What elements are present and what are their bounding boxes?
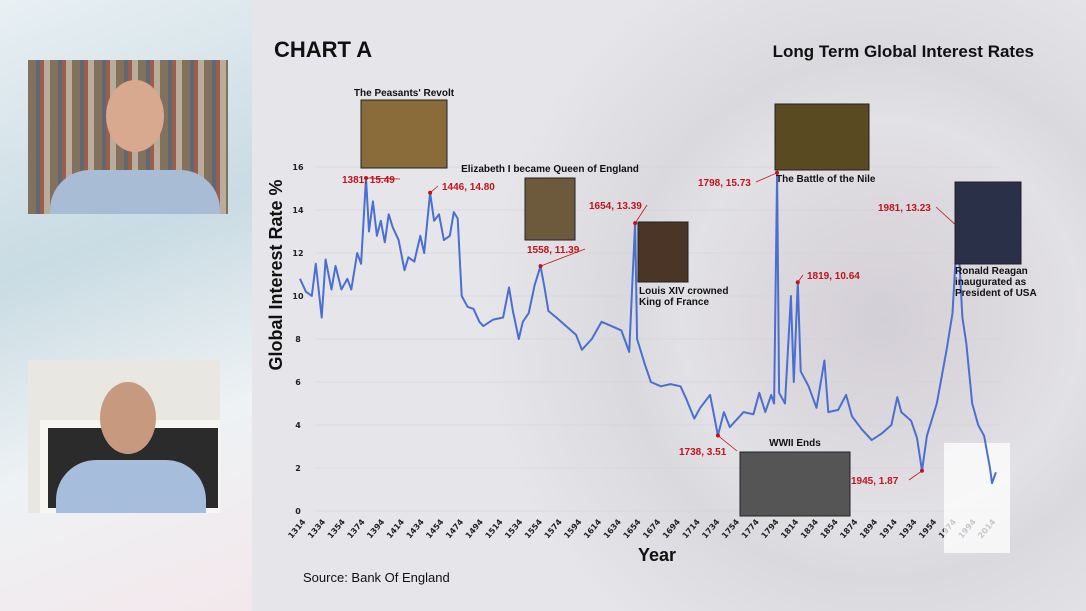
- annotation-label: 1381, 15.49: [342, 175, 395, 186]
- y-tick-label: 2: [295, 464, 301, 473]
- x-tick-label: 1494: [464, 517, 485, 540]
- annotation-label: 1558, 11.39: [527, 245, 580, 256]
- x-tick-label: 1674: [641, 517, 662, 540]
- x-tick-label: 1374: [345, 517, 366, 540]
- y-tick-label: 0: [295, 507, 301, 516]
- annotation-arrow: [717, 435, 738, 452]
- peasants-revolt-image: [360, 99, 448, 169]
- annotation-arrow: [634, 204, 648, 224]
- annotation-arrow: [935, 206, 958, 227]
- x-tick-label: 1434: [405, 517, 426, 540]
- person-head: [100, 382, 156, 454]
- ronald-reagan-image: [954, 181, 1022, 265]
- annotation-arrow: [540, 248, 586, 267]
- chart-title: Long Term Global Interest Rates: [773, 42, 1034, 61]
- highlight-box: [944, 443, 1010, 553]
- annotation-arrow: [429, 185, 439, 194]
- annotation-label: 1945, 1.87: [851, 476, 899, 487]
- video-panel: [0, 0, 252, 611]
- person-body: [56, 460, 206, 513]
- x-tick-label: 1414: [385, 517, 406, 540]
- elizabeth-i-image: [524, 177, 576, 241]
- wwii-ends-image: [739, 451, 851, 517]
- y-tick-label: 16: [292, 163, 304, 172]
- x-tick-label: 1754: [720, 517, 741, 540]
- source-note: Source: Bank Of England: [303, 570, 450, 585]
- x-axis-label: Year: [638, 545, 676, 565]
- x-tick-label: 1894: [858, 517, 879, 540]
- annotation-label: 1798, 15.73: [698, 178, 751, 189]
- annotation-arrow: [908, 470, 923, 481]
- y-tick-label: 12: [292, 249, 303, 258]
- x-tick-label: 1554: [523, 517, 544, 540]
- x-tick-label: 1594: [562, 517, 583, 540]
- x-tick-label: 1854: [819, 517, 840, 540]
- x-tick-label: 1454: [424, 517, 445, 540]
- annotation-label: 1819, 10.64: [807, 271, 860, 282]
- person-head: [106, 80, 164, 152]
- x-tick-label: 1354: [326, 517, 347, 540]
- x-tick-label: 1514: [483, 517, 504, 540]
- x-tick-label: 1714: [681, 517, 702, 540]
- x-tick-label: 1914: [878, 517, 899, 540]
- annotation-arrow: [366, 177, 401, 180]
- peasants-revolt-caption: The Peasants' Revolt: [354, 88, 455, 99]
- annotation-label: 1738, 3.51: [679, 447, 727, 458]
- y-tick-label: 4: [295, 421, 301, 430]
- x-tick-label: 1734: [700, 517, 721, 540]
- x-tick-label: 1394: [365, 517, 386, 540]
- webcam-feed-presenter-1: [28, 60, 228, 214]
- ronald-reagan-caption: Ronald Reagan inaugurated as President of …: [955, 266, 1037, 299]
- y-tick-label: 8: [295, 335, 301, 344]
- louis-xiv-caption: Louis XIV crowned King of France: [639, 286, 728, 308]
- x-tick-label: 1934: [897, 517, 918, 540]
- x-tick-label: 1534: [503, 517, 524, 540]
- y-tick-label: 6: [295, 378, 301, 387]
- x-tick-label: 1774: [740, 517, 761, 540]
- x-tick-label: 1874: [838, 517, 859, 540]
- wwii-ends-caption: WWII Ends: [769, 438, 821, 449]
- battle-of-the-nile-caption: The Battle of the Nile: [776, 174, 876, 185]
- annotation-arrow: [797, 274, 804, 283]
- chart-label: CHART A: [274, 37, 372, 62]
- x-tick-label: 1834: [799, 517, 820, 540]
- person-body: [50, 170, 220, 214]
- annotation-label: 1981, 13.23: [878, 203, 931, 214]
- x-tick-label: 1314: [286, 517, 307, 540]
- x-tick-label: 1474: [444, 517, 465, 540]
- y-tick-label: 10: [292, 292, 304, 301]
- x-tick-label: 1634: [602, 517, 623, 540]
- x-tick-label: 1794: [759, 517, 780, 540]
- x-tick-label: 1654: [621, 517, 642, 540]
- webcam-feed-presenter-2: [28, 360, 220, 513]
- y-tick-label: 14: [292, 206, 304, 215]
- x-tick-label: 1614: [582, 517, 603, 540]
- x-tick-label: 1694: [661, 517, 682, 540]
- x-tick-label: 1814: [779, 517, 800, 540]
- louis-xiv-image: [637, 221, 689, 283]
- annotation-label: 1446, 14.80: [442, 182, 495, 193]
- x-tick-label: 1574: [543, 517, 564, 540]
- annotation-label: 1654, 13.39: [589, 201, 642, 212]
- x-tick-label: 1954: [917, 517, 938, 540]
- x-tick-label: 1334: [306, 517, 327, 540]
- series-line: [299, 171, 997, 485]
- y-axis-label: Global Interest Rate %: [266, 179, 286, 370]
- battle-of-the-nile-image: [774, 103, 870, 171]
- elizabeth-i-caption: Elizabeth I became Queen of England: [461, 164, 639, 175]
- annotation-arrow: [755, 172, 778, 183]
